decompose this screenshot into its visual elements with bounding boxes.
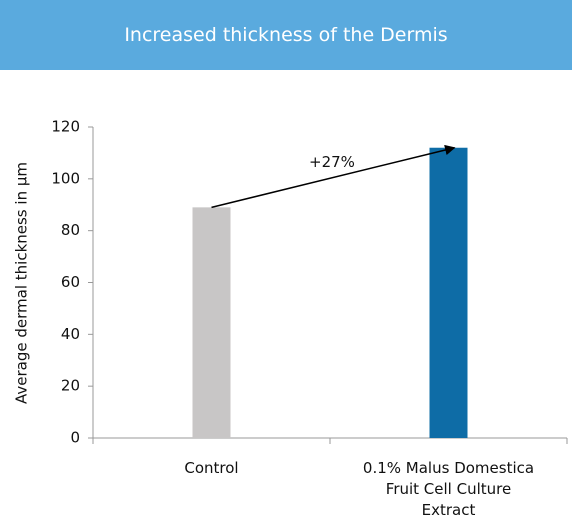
arrow — [211, 144, 456, 209]
chart-title: Increased thickness of the Dermis — [0, 0, 572, 70]
x-tick-label: Control — [184, 459, 239, 477]
bar — [429, 147, 468, 438]
x-tick-label: 0.1% Malus Domestica Fruit Cell Culture … — [362, 459, 535, 519]
bar — [192, 207, 231, 438]
y-axis-label: Average dermal thickness in µm — [13, 162, 31, 404]
y-tick-label: 0 — [70, 429, 80, 447]
y-tick-label: 120 — [51, 118, 80, 136]
y-tick-label: 60 — [61, 273, 80, 291]
y-tick-label: 80 — [61, 221, 80, 239]
annotation: +27% — [309, 153, 355, 171]
y-tick-label: 40 — [61, 325, 80, 343]
y-tick-label: 20 — [61, 377, 80, 395]
y-tick-label: 100 — [51, 169, 80, 187]
